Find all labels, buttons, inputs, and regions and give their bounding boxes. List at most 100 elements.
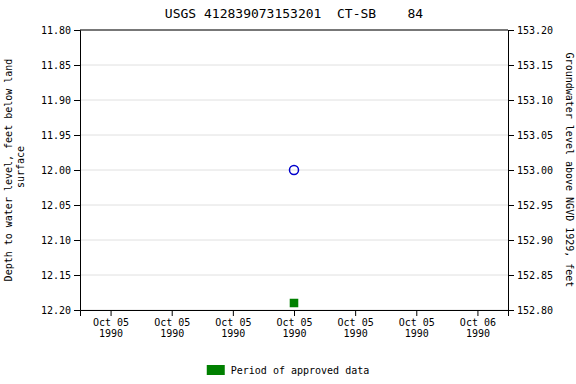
- grid-line: [80, 135, 508, 136]
- y2-tick-mark: [508, 170, 514, 171]
- y-tick-label: 11.80: [41, 25, 71, 36]
- grid-line: [80, 205, 508, 206]
- x-tick: Oct 061990: [460, 310, 496, 339]
- y-tick: 11.85: [41, 60, 80, 71]
- grid-line: [80, 170, 508, 171]
- y2-tick-label: 152.90: [517, 235, 553, 246]
- legend: Period of approved data: [207, 365, 369, 376]
- x-axis: Oct 051990 Oct 051990 Oct 051990 Oct 051990…: [81, 310, 509, 339]
- grid-line: [80, 275, 508, 276]
- x-axis-line: [81, 311, 509, 317]
- y-tick: 12.20: [41, 305, 80, 316]
- y2-tick-mark: [508, 100, 514, 101]
- y-tick-mark: [74, 275, 80, 276]
- x-tick: Oct 051990: [215, 310, 251, 339]
- y2-tick-label: 152.95: [517, 200, 553, 211]
- y2-tick: 153.05: [508, 130, 553, 141]
- y2-tick: 153.10: [508, 95, 553, 106]
- y-tick: 12.10: [41, 235, 80, 246]
- y2-tick-label: 153.20: [517, 25, 553, 36]
- y-tick-mark: [74, 100, 80, 101]
- y-tick-label: 11.95: [41, 130, 71, 141]
- x-tick: Oct 051990: [154, 310, 190, 339]
- x-tick: Oct 051990: [276, 310, 312, 339]
- legend-label: Period of approved data: [231, 365, 369, 376]
- x-tick-label: Oct 051990: [276, 317, 312, 339]
- y-tick-label: 11.85: [41, 60, 71, 71]
- y-tick-mark: [74, 310, 80, 311]
- y-tick-mark: [74, 65, 80, 66]
- marks: [289, 165, 298, 306]
- y2-axis-title: Groundwater level above NGVD 1929, feet: [564, 53, 575, 288]
- y-tick-mark: [74, 205, 80, 206]
- y2-tick-mark: [508, 275, 514, 276]
- x-tick-mark: [233, 310, 234, 316]
- chart: Oct 051990 Oct 051990 Oct 051990 Oct 051990…: [0, 0, 576, 384]
- grid-line: [80, 100, 508, 101]
- y2-tick-mark: [508, 310, 514, 311]
- x-tick-label: Oct 051990: [93, 317, 129, 339]
- y2-tick-mark: [508, 205, 514, 206]
- plot: Oct 051990 Oct 051990 Oct 051990 Oct 051990…: [3, 25, 575, 339]
- y-tick-label: 12.15: [41, 270, 71, 281]
- y-axis-title: Depth to water level, feet below land su…: [3, 59, 26, 282]
- point: [290, 299, 297, 306]
- x-tick-label: Oct 061990: [460, 317, 496, 339]
- x-tick: Oct 051990: [93, 310, 129, 339]
- grid-line: [80, 65, 508, 66]
- x-tick-label: Oct 051990: [399, 317, 435, 339]
- y2-tick: 152.90: [508, 235, 553, 246]
- y-tick-label: 12.10: [41, 235, 71, 246]
- y2-tick-mark: [508, 240, 514, 241]
- y2-tick: 152.85: [508, 270, 553, 281]
- x-tick-mark: [111, 310, 112, 316]
- grid-line: [80, 30, 508, 31]
- y-tick-mark: [74, 30, 80, 31]
- y2-tick-label: 152.80: [517, 305, 553, 316]
- y-tick-label: 12.20: [41, 305, 71, 316]
- y2-tick: 153.00: [508, 165, 553, 176]
- y2-tick: 152.80: [508, 305, 553, 316]
- y2-axis: 152.80 152.85 152.90 152.95 153.00 153.05 153.…: [508, 25, 553, 316]
- y-tick-label: 12.00: [41, 165, 71, 176]
- y2-tick-mark: [508, 65, 514, 66]
- y2-tick-label: 153.00: [517, 165, 553, 176]
- y-tick-mark: [74, 170, 80, 171]
- y-tick-mark: [74, 135, 80, 136]
- y2-axis-line: [509, 31, 515, 311]
- x-tick-mark: [294, 310, 295, 316]
- y2-tick-label: 153.10: [517, 95, 553, 106]
- x-tick-label: Oct 051990: [338, 317, 374, 339]
- point: [289, 165, 298, 174]
- x-tick: Oct 051990: [399, 310, 435, 339]
- y2-tick: 153.20: [508, 25, 553, 36]
- y-tick: 11.95: [41, 130, 80, 141]
- x-tick-mark: [355, 310, 356, 316]
- y2-tick-label: 153.15: [517, 60, 553, 71]
- y-tick: 12.05: [41, 200, 80, 211]
- y2-tick-label: 152.85: [517, 270, 553, 281]
- legend-swatch: [207, 365, 225, 375]
- y-tick: 11.90: [41, 95, 80, 106]
- series: [289, 165, 298, 174]
- frame-top: [80, 30, 508, 31]
- x-tick-label: Oct 051990: [154, 317, 190, 339]
- y2-tick: 152.95: [508, 200, 553, 211]
- y-tick-label: 11.90: [41, 95, 71, 106]
- grid-line: [80, 240, 508, 241]
- y2-tick-label: 153.05: [517, 130, 553, 141]
- title: USGS 412839073153201 CT-SB 84: [165, 6, 423, 21]
- y-tick-mark: [74, 240, 80, 241]
- x-tick-mark: [477, 310, 478, 316]
- y-tick-label: 12.05: [41, 200, 71, 211]
- legend-item: Period of approved data: [207, 365, 369, 376]
- y-axis-line: [74, 31, 81, 311]
- x-tick: Oct 051990: [338, 310, 374, 339]
- y2-tick-mark: [508, 30, 514, 31]
- x-tick-mark: [416, 310, 417, 316]
- x-tick-label: Oct 051990: [215, 317, 251, 339]
- y-axis: 11.80 11.85 11.90 11.95 12.00 12.05 12.10 12.15…: [41, 25, 81, 316]
- y2-tick-mark: [508, 135, 514, 136]
- y-tick: 12.15: [41, 270, 80, 281]
- series: [290, 299, 297, 306]
